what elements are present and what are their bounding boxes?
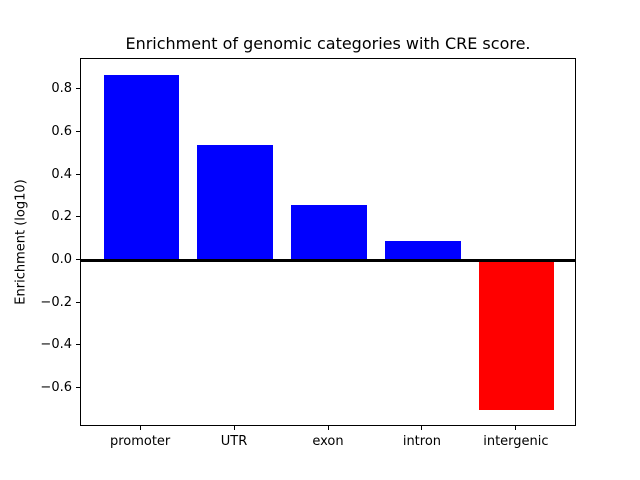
y-tick-mark xyxy=(76,216,80,218)
y-tick-mark xyxy=(76,131,80,133)
y-tick-label: 0.8 xyxy=(51,81,72,97)
bar-exon xyxy=(291,205,367,261)
x-tick-mark xyxy=(421,426,423,430)
bar-UTR xyxy=(197,145,273,261)
y-tick-mark xyxy=(76,301,80,303)
x-tick-mark xyxy=(515,426,517,430)
y-tick-label: 0.4 xyxy=(51,166,72,182)
y-tick-label: −0.2 xyxy=(40,294,72,310)
bar-promoter xyxy=(103,75,179,261)
x-tick-label-exon: exon xyxy=(312,434,344,449)
x-tick-mark xyxy=(139,426,141,430)
y-tick-label: 0.6 xyxy=(51,124,72,140)
y-tick-label: −0.6 xyxy=(40,380,72,396)
y-tick-mark xyxy=(76,259,80,261)
x-tick-label-UTR: UTR xyxy=(220,434,248,449)
bar-intergenic xyxy=(479,260,555,410)
plot-area xyxy=(80,58,576,426)
x-tick-label-intron: intron xyxy=(402,434,442,449)
y-tick-mark xyxy=(76,173,80,175)
y-tick-mark xyxy=(76,344,80,346)
bar-intron xyxy=(385,241,461,261)
x-tick-label-promoter: promoter xyxy=(109,434,171,449)
y-axis-label: Enrichment (log10) xyxy=(13,179,29,305)
y-tick-mark xyxy=(76,88,80,90)
y-tick-mark xyxy=(76,387,80,389)
chart-title: Enrichment of genomic categories with CR… xyxy=(125,34,531,53)
y-tick-label: 0.2 xyxy=(51,209,72,225)
x-tick-mark xyxy=(327,426,329,430)
x-tick-label-intergenic: intergenic xyxy=(483,434,549,449)
y-tick-label: 0.0 xyxy=(51,252,72,268)
y-tick-label: −0.4 xyxy=(40,337,72,353)
zero-line xyxy=(81,259,575,262)
x-tick-mark xyxy=(233,426,235,430)
